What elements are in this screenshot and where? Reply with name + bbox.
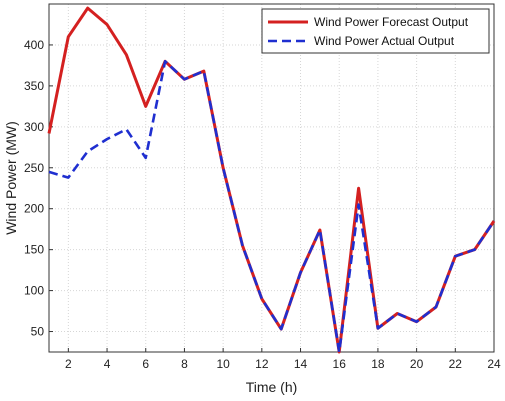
x-tick-label: 16 [333, 357, 347, 371]
x-tick-label: 14 [294, 357, 308, 371]
y-axis-ticks: 50 100 150 200 250 300 350 400 [24, 38, 53, 339]
x-tick-label: 20 [410, 357, 424, 371]
x-tick-label: 4 [104, 357, 111, 371]
actual-series-line [48, 59, 496, 354]
y-tick-label: 50 [31, 325, 45, 339]
legend: Wind Power Forecast Output Wind Power Ac… [261, 8, 490, 54]
x-tick-label: 8 [181, 357, 188, 371]
x-tick-label: 18 [371, 357, 385, 371]
legend-box [261, 8, 490, 54]
y-tick-label: 300 [24, 120, 44, 134]
y-tick-label: 400 [24, 38, 44, 52]
plot-area [48, 3, 495, 353]
x-tick-label: 22 [449, 357, 463, 371]
y-tick-label: 350 [24, 79, 44, 93]
y-tick-label: 250 [24, 161, 44, 175]
x-tick-label: 24 [487, 357, 501, 371]
legend-label-actual: Wind Power Actual Output [314, 34, 455, 48]
x-tick-label: 2 [65, 357, 72, 371]
y-tick-label: 150 [24, 243, 44, 257]
legend-label-forecast: Wind Power Forecast Output [314, 15, 469, 29]
x-tick-label: 12 [255, 357, 269, 371]
series-lines [47, 6, 496, 354]
x-tick-label: 6 [142, 357, 149, 371]
grid-lines [49, 4, 495, 352]
y-tick-label: 100 [24, 284, 44, 298]
x-axis-ticks: 2 4 6 8 10 12 14 16 18 20 22 24 [65, 348, 501, 371]
x-tick-label: 10 [216, 357, 230, 371]
x-axis-label: Time (h) [246, 379, 298, 395]
y-tick-label: 200 [24, 202, 44, 216]
forecast-series-line [47, 6, 496, 354]
y-axis-label: Wind Power (MW) [3, 121, 19, 235]
